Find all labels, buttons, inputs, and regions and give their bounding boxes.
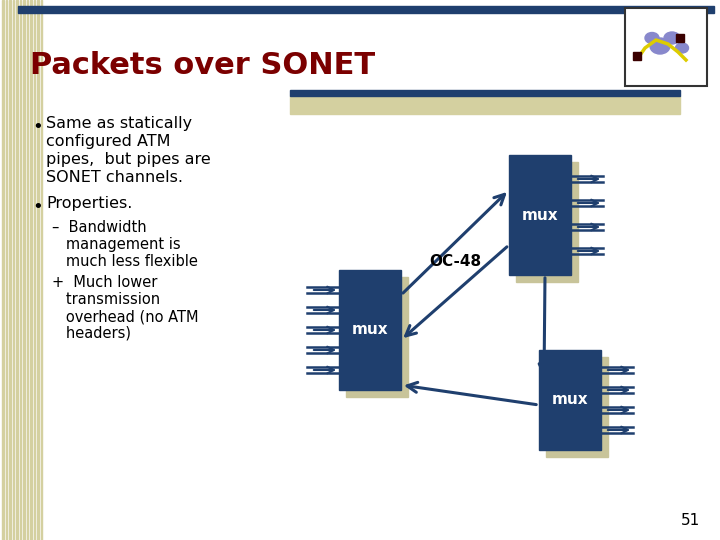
Text: pipes,  but pipes are: pipes, but pipes are	[46, 152, 211, 167]
Text: configured ATM: configured ATM	[46, 134, 171, 149]
Text: much less flexible: much less flexible	[52, 254, 198, 269]
Bar	[290, 90, 680, 96]
Bar	[30, 0, 32, 540]
Bar	[27, 0, 28, 540]
Bar	[290, 96, 680, 114]
Text: mux: mux	[522, 207, 558, 222]
Ellipse shape	[645, 32, 659, 44]
Bar	[339, 270, 401, 390]
Ellipse shape	[650, 38, 670, 54]
Text: transmission: transmission	[52, 292, 160, 307]
Text: 51: 51	[680, 513, 700, 528]
Text: mux: mux	[552, 393, 588, 408]
Ellipse shape	[664, 32, 680, 44]
Bar	[40, 0, 42, 540]
Bar	[509, 155, 571, 275]
Bar	[19, 0, 21, 540]
Text: Properties.: Properties.	[46, 196, 132, 211]
Bar	[34, 0, 35, 540]
Text: management is: management is	[52, 237, 181, 252]
Bar	[539, 350, 601, 450]
Bar	[6, 0, 7, 540]
Bar	[9, 0, 11, 540]
Text: mux: mux	[351, 322, 388, 338]
Bar	[516, 162, 578, 282]
Bar	[12, 0, 14, 540]
Ellipse shape	[675, 43, 688, 53]
Bar	[16, 0, 17, 540]
Bar	[346, 277, 408, 397]
Text: Same as statically: Same as statically	[46, 116, 192, 131]
Text: –  Bandwidth: – Bandwidth	[52, 220, 147, 235]
Bar	[625, 8, 707, 86]
Text: Packets over SONET: Packets over SONET	[30, 51, 375, 79]
Bar	[546, 357, 608, 457]
Text: overhead (no ATM: overhead (no ATM	[52, 309, 199, 324]
Text: SONET channels.: SONET channels.	[46, 170, 183, 185]
Bar	[37, 0, 38, 540]
Text: +  Much lower: + Much lower	[52, 275, 158, 290]
Text: •: •	[32, 198, 42, 216]
Text: headers): headers)	[52, 326, 131, 341]
Bar	[23, 0, 24, 540]
Bar	[676, 34, 684, 42]
Bar	[2, 0, 4, 540]
Bar	[633, 52, 641, 60]
Text: OC-48: OC-48	[429, 254, 481, 269]
Bar	[18, 6, 714, 13]
Text: •: •	[32, 118, 42, 136]
